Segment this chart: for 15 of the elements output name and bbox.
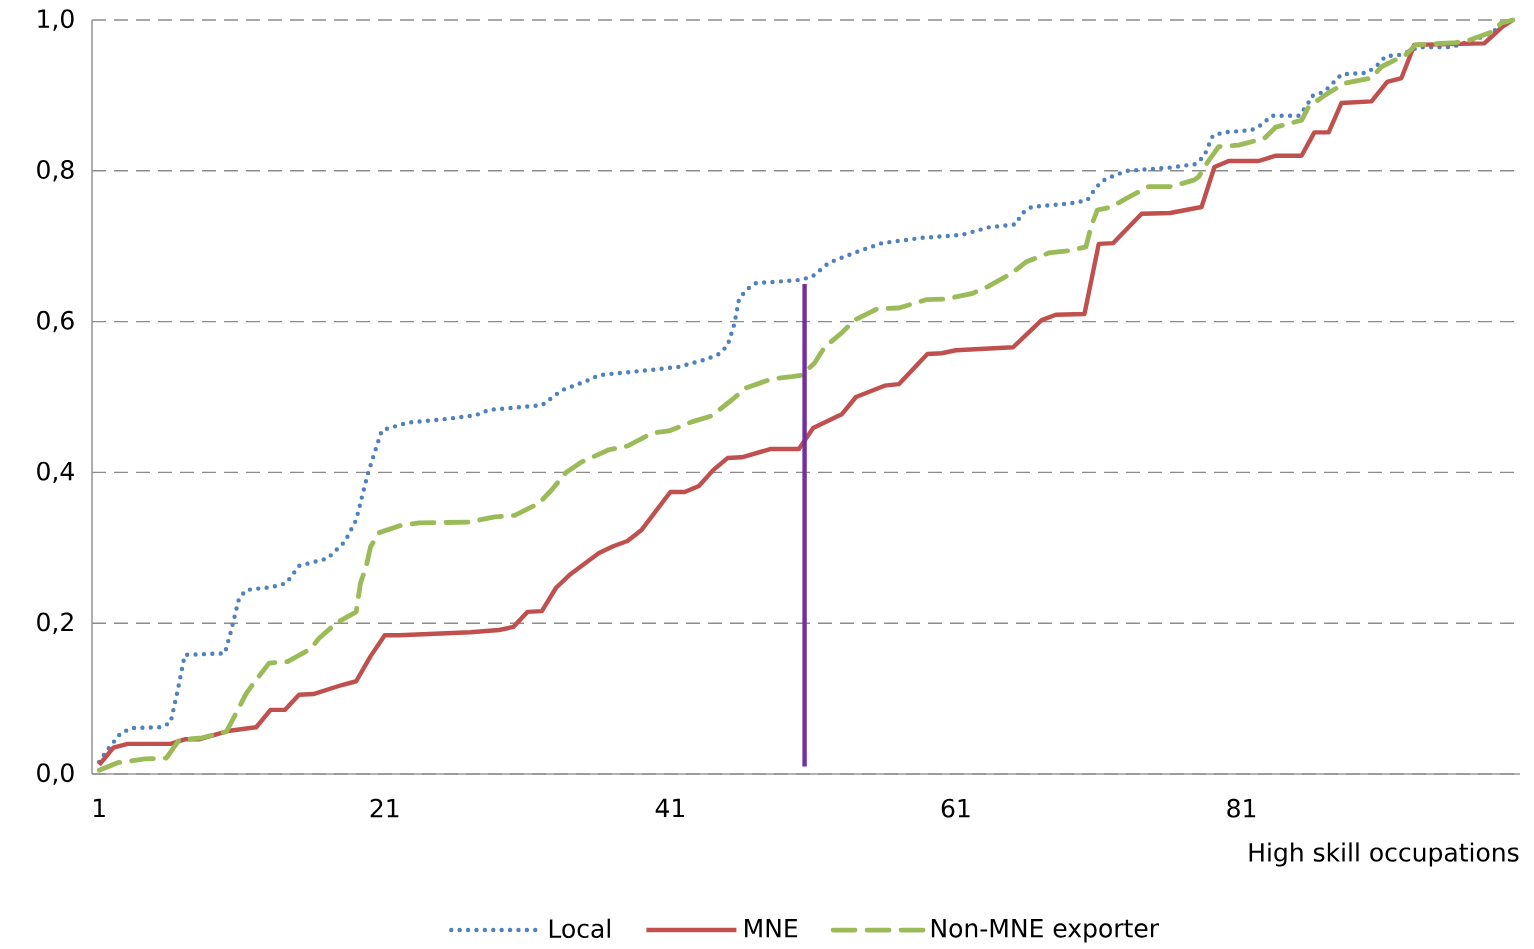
x-tick-label: 21 <box>370 798 399 818</box>
x-tick-label: 61 <box>941 798 970 818</box>
legend-label: MNE <box>745 918 798 938</box>
x-tick-label: 41 <box>655 798 684 817</box>
legend-label: Local <box>549 918 610 938</box>
legend-label: Non-MNE exporter <box>931 918 1159 943</box>
x-axis-title: High skill occupations <box>1249 842 1519 867</box>
y-tick-label: 0,4 <box>37 461 74 483</box>
y-tick-label: 0,0 <box>37 763 74 785</box>
y-tick-label: 0,8 <box>37 159 74 182</box>
y-tick-label: 1,0 <box>38 9 74 31</box>
x-tick-label: 1 <box>93 798 105 817</box>
y-tick-label: 0,2 <box>37 612 73 634</box>
x-tick-label: 81 <box>1227 798 1256 818</box>
y-tick-label: 0,6 <box>37 310 74 333</box>
